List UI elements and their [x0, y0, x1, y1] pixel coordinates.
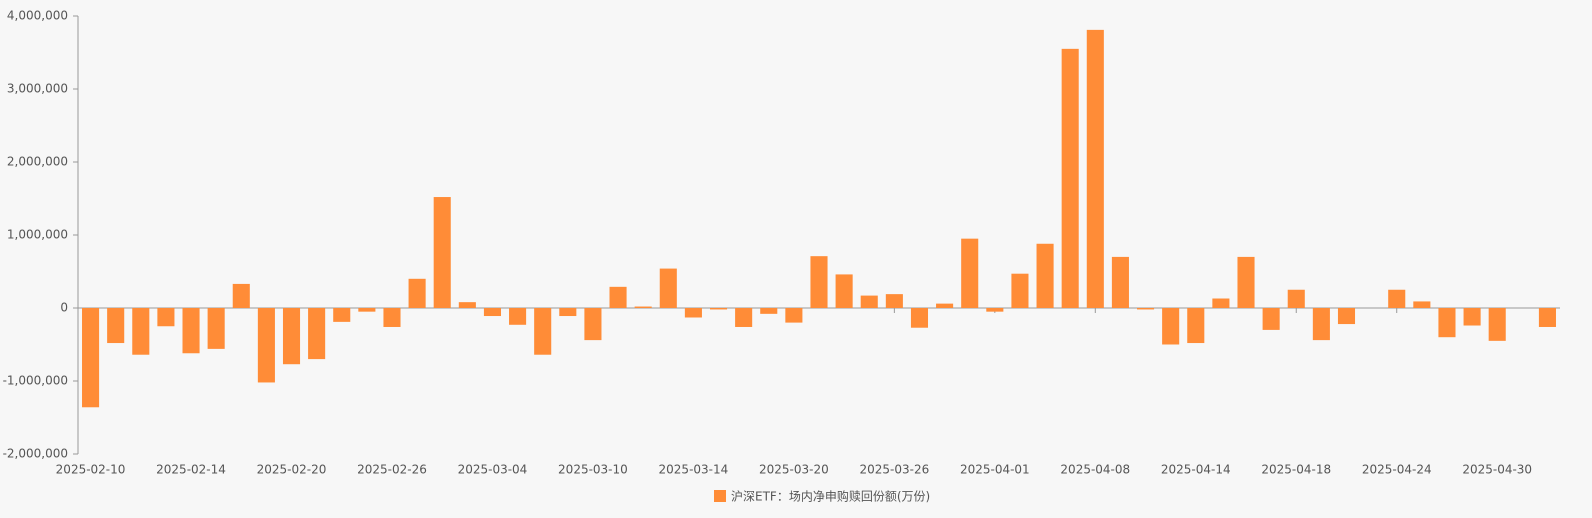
- bar: [1413, 301, 1431, 308]
- bar: [182, 308, 200, 354]
- x-tick-label: 2025-03-14: [659, 463, 729, 477]
- bar: [408, 278, 426, 308]
- bar: [1212, 298, 1230, 308]
- bar: [1488, 308, 1506, 341]
- bar: [1438, 308, 1456, 338]
- x-tick-label: 2025-04-24: [1362, 463, 1432, 477]
- bar: [936, 303, 954, 308]
- bar: [760, 308, 778, 314]
- bar: [634, 306, 652, 308]
- bar: [257, 308, 275, 383]
- bar: [986, 308, 1004, 312]
- bar: [308, 308, 326, 360]
- bar: [785, 308, 803, 323]
- bar: [1011, 273, 1029, 308]
- bar: [232, 283, 250, 308]
- bar: [1538, 308, 1556, 327]
- bar: [1137, 308, 1155, 310]
- bar: [132, 308, 150, 355]
- bar: [107, 308, 125, 344]
- bar: [961, 238, 979, 308]
- bar: [1312, 308, 1330, 341]
- bar: [835, 274, 853, 308]
- bar: [609, 286, 627, 308]
- bar: [1036, 243, 1054, 308]
- bar: [383, 308, 401, 327]
- bar: [910, 308, 929, 328]
- bar: [483, 308, 501, 317]
- bar: [885, 294, 903, 308]
- y-tick-label: 3,000,000: [7, 82, 68, 96]
- bar: [433, 197, 451, 308]
- y-tick-label: 1,000,000: [7, 228, 68, 242]
- y-tick-label: -1,000,000: [3, 374, 68, 388]
- bar: [333, 308, 351, 322]
- x-tick-label: 2025-04-08: [1060, 463, 1130, 477]
- y-tick-label: 4,000,000: [7, 9, 68, 23]
- y-tick-label: -2,000,000: [3, 447, 68, 461]
- bar: [282, 308, 301, 365]
- x-tick-label: 2025-04-18: [1261, 463, 1331, 477]
- bar: [157, 308, 175, 327]
- bar: [1287, 289, 1305, 308]
- bar: [735, 308, 753, 327]
- bar: [1262, 308, 1280, 330]
- x-tick-label: 2025-03-20: [759, 463, 829, 477]
- bar: [559, 308, 577, 317]
- x-tick-label: 2025-04-30: [1462, 463, 1532, 477]
- bar: [1086, 29, 1104, 309]
- bar: [358, 308, 376, 312]
- bar: [860, 295, 878, 308]
- bar: [1061, 48, 1079, 308]
- x-tick-label: 2025-04-01: [960, 463, 1030, 477]
- bar: [82, 308, 100, 408]
- x-tick-label: 2025-02-26: [357, 463, 427, 477]
- x-tick-label: 2025-02-14: [156, 463, 226, 477]
- bar: [709, 308, 728, 310]
- bar: [810, 256, 828, 308]
- legend-swatch: [714, 490, 726, 502]
- x-tick-label: 2025-03-10: [558, 463, 628, 477]
- y-tick-label: 0: [60, 301, 68, 315]
- bar: [1111, 256, 1129, 308]
- x-tick-label: 2025-02-20: [257, 463, 327, 477]
- bar: [684, 308, 702, 318]
- x-tick-label: 2025-02-10: [56, 463, 126, 477]
- legend-label: 沪深ETF：场内净申购赎回份额(万份): [731, 489, 930, 504]
- bar: [659, 268, 677, 308]
- bar: [207, 308, 225, 349]
- bar: [534, 308, 552, 355]
- y-tick-label: 2,000,000: [7, 155, 68, 169]
- bar: [458, 302, 476, 308]
- bar: [1463, 308, 1481, 326]
- x-tick-label: 2025-03-04: [458, 463, 528, 477]
- bar: [1237, 256, 1255, 308]
- bar: [509, 308, 527, 325]
- bar: [1187, 308, 1205, 344]
- bar: [1337, 308, 1356, 325]
- bar: [584, 308, 602, 341]
- x-tick-label: 2025-03-26: [859, 463, 929, 477]
- bar: [1162, 308, 1180, 345]
- bar: [1388, 289, 1406, 308]
- x-tick-label: 2025-04-14: [1161, 463, 1231, 477]
